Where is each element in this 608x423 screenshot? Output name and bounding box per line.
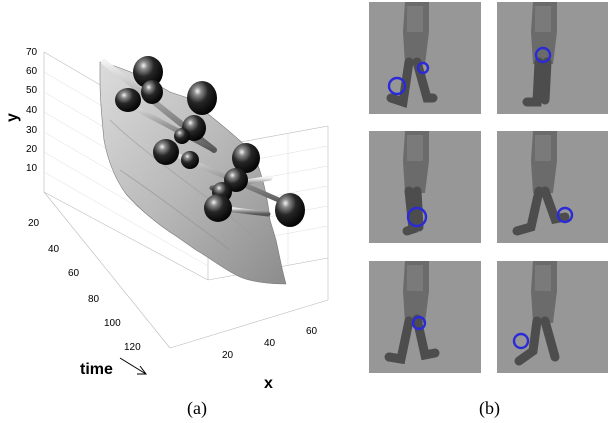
joint-marker-circle [556,206,574,224]
video-frame-thumbnail [369,2,481,114]
video-frame-thumbnail [369,131,481,243]
time-tick: 100 [104,318,121,329]
y-tick: 60 [26,66,38,77]
y-tick: 50 [26,85,38,96]
x-axis-label: x [264,375,273,392]
joint-marker-circle [406,206,428,228]
video-frame-thumbnail [497,261,608,373]
y-axis-label: y [4,113,21,122]
video-frame-thumbnail [369,261,481,373]
time-axis: 20 40 60 80 100 120 time [28,218,141,378]
caption-b: (b) [479,398,500,418]
joint-marker-circle [512,332,530,350]
time-axis-arrow [119,357,147,375]
y-axis: 70 60 50 40 30 20 10 y [4,47,38,174]
joint-marker-circle [534,46,552,64]
caption-a: (a) [187,398,207,418]
video-frame-thumbnail [497,131,608,243]
time-tick: 80 [88,294,100,305]
x-axis: 20 40 60 x [222,326,318,392]
y-tick: 30 [26,125,38,136]
y-tick: 10 [26,163,38,174]
time-axis-label: time [80,361,113,378]
x-tick: 40 [264,338,276,349]
joint-marker-circle [387,76,407,96]
time-tick: 40 [48,244,60,255]
x-tick: 20 [222,350,234,361]
video-frame-thumbnail [497,2,608,114]
time-tick: 60 [68,268,80,279]
joint-marker-circle [416,61,430,75]
joint-marker-circle [411,315,427,331]
x-tick: 60 [306,326,318,337]
time-tick: 120 [124,342,141,353]
joint-spheres [115,56,305,227]
y-tick: 70 [26,47,38,58]
time-tick: 20 [28,218,40,229]
y-tick: 40 [26,105,38,116]
y-tick: 20 [26,144,38,155]
figure-a-3d-plot: 70 60 50 40 30 20 10 y 20 40 60 80 100 1… [4,47,329,392]
